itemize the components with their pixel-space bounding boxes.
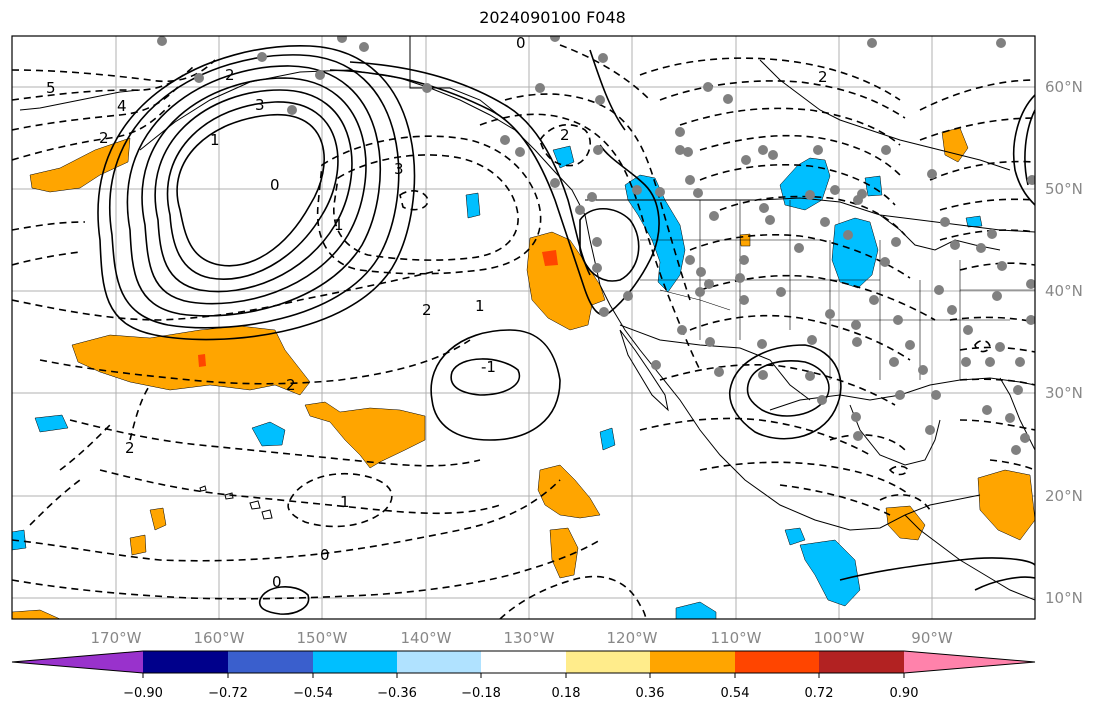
colorbar-tick-label: 0.54 xyxy=(721,686,750,701)
contour-label: 0 xyxy=(320,546,330,564)
colorbar-tick-label: 0.90 xyxy=(890,686,919,701)
contour-label: 2 xyxy=(560,126,570,144)
colorbar-segment xyxy=(313,651,397,673)
lon-label: 100°W xyxy=(814,629,865,647)
colorbar-extend-min xyxy=(12,651,143,673)
lat-label: 60°N xyxy=(1045,78,1083,96)
colorbar-extend-max xyxy=(904,651,1035,673)
longitude-labels: 170°W 160°W 150°W 140°W 130°W 120°W 110°… xyxy=(91,629,953,647)
contour-label: 3 xyxy=(394,160,404,178)
contour-label: 2 xyxy=(422,301,432,319)
contour-label: 2 xyxy=(286,376,296,394)
strong-positive-spots xyxy=(198,250,558,367)
contour-label: 1 xyxy=(210,131,220,149)
lon-label: 150°W xyxy=(297,629,348,647)
colorbar-tick-label: 0.36 xyxy=(636,686,665,701)
colorbar-segment xyxy=(228,651,313,673)
lon-label: 120°W xyxy=(607,629,658,647)
contour-label: 0 xyxy=(272,573,282,591)
colorbar-tick-label: −0.36 xyxy=(377,686,417,701)
contour-label: 2 xyxy=(99,129,109,147)
gridlines xyxy=(12,36,1035,619)
lat-label: 40°N xyxy=(1045,282,1083,300)
lon-label: 110°W xyxy=(711,629,762,647)
colorbar: −0.90 −0.72 −0.54 −0.36 −0.18 0.18 0.36 … xyxy=(11,650,1036,701)
lon-label: 140°W xyxy=(401,629,452,647)
colorbar-tick-label: −0.72 xyxy=(208,686,248,701)
lat-label: 50°N xyxy=(1045,180,1083,198)
solid-contours xyxy=(97,45,1035,615)
colorbar-segment xyxy=(650,651,735,673)
contour-label: 5 xyxy=(46,79,56,97)
map-frame xyxy=(11,35,1036,620)
colorbar-segment xyxy=(397,651,481,673)
contour-label: 3 xyxy=(255,96,265,114)
colorbar-tick-label: 0.18 xyxy=(552,686,581,701)
colorbar-segment xyxy=(819,651,904,673)
dashed-contours xyxy=(12,44,1035,619)
lat-label: 10°N xyxy=(1045,589,1083,607)
contour-label: 0 xyxy=(270,176,280,194)
contour-label: 0 xyxy=(516,34,526,52)
colorbar-segment xyxy=(143,651,228,673)
contour-label: 2 xyxy=(225,66,235,84)
lon-label: 130°W xyxy=(504,629,555,647)
lat-label: 30°N xyxy=(1045,384,1083,402)
colorbar-tick-label: 0.72 xyxy=(805,686,834,701)
colorbar-segment xyxy=(566,651,650,673)
contour-label: -1 xyxy=(481,358,496,376)
contour-label: 1 xyxy=(334,216,344,234)
contour-label: 2 xyxy=(125,439,135,457)
colorbar-segment xyxy=(481,651,566,673)
map-area xyxy=(12,36,1035,619)
latitude-labels: 60°N 50°N 40°N 30°N 20°N 10°N xyxy=(1045,78,1083,607)
colorbar-tick-label: −0.90 xyxy=(123,686,163,701)
contour-labels: 5 4 2 2 1 3 3 0 2 1 2 1 2 0 2 -1 0 2 1 0 xyxy=(46,34,828,591)
station-points xyxy=(157,36,1035,455)
colorbar-tick-label: −0.18 xyxy=(461,686,501,701)
colorbar-segment xyxy=(735,651,819,673)
contour-label: 4 xyxy=(117,97,127,115)
lon-label: 160°W xyxy=(194,629,245,647)
map-title: 2024090100 F048 xyxy=(479,8,626,27)
positive-anomaly-regions xyxy=(12,127,1035,619)
contour-label: 1 xyxy=(475,297,485,315)
lon-label: 170°W xyxy=(91,629,142,647)
contour-label: 2 xyxy=(818,68,828,86)
lat-label: 20°N xyxy=(1045,487,1083,505)
contour-label: 1 xyxy=(340,493,350,511)
colorbar-tick-label: −0.54 xyxy=(293,686,333,701)
lon-label: 90°W xyxy=(911,629,953,647)
